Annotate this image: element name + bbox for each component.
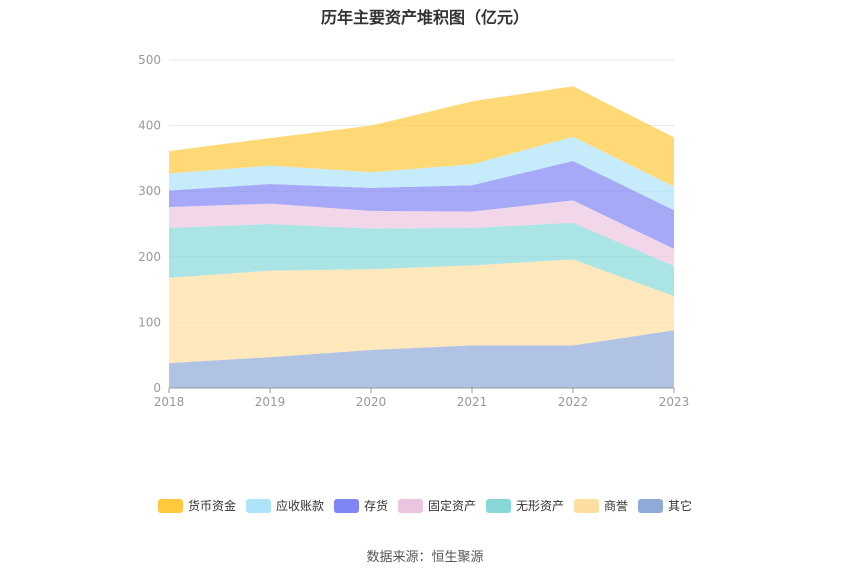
- legend-item-商誉[interactable]: 商誉: [574, 497, 628, 514]
- legend-item-固定资产[interactable]: 固定资产: [397, 497, 476, 514]
- data-source-note: 数据来源：恒生聚源: [366, 550, 484, 565]
- y-tick-label: 500: [138, 53, 161, 67]
- y-tick-label: 200: [138, 250, 161, 264]
- x-tick-label: 2021: [457, 395, 488, 409]
- x-tick-label: 2019: [255, 395, 286, 409]
- x-tick-label: 2018: [154, 395, 185, 409]
- x-tick-label: 2023: [659, 395, 690, 409]
- area-商誉: [169, 259, 674, 364]
- y-tick-label: 300: [138, 184, 161, 198]
- legend-swatch: [333, 498, 359, 513]
- area-应收账款: [169, 136, 674, 211]
- legend-item-其它[interactable]: 其它: [638, 497, 692, 514]
- area-货币资金: [169, 86, 674, 187]
- legend-item-应收账款[interactable]: 应收账款: [245, 497, 324, 514]
- legend: 货币资金 应收账款 存货 固定资产 无形资产 商誉 其它: [0, 497, 850, 514]
- x-tick-label: 2022: [558, 395, 589, 409]
- legend-label: 无形资产: [516, 499, 565, 513]
- x-tick-label: 2020: [356, 395, 387, 409]
- area-series: [169, 86, 674, 388]
- legend-label: 货币资金: [187, 499, 236, 513]
- area-无形资产: [169, 222, 674, 297]
- area-固定资产: [169, 200, 674, 266]
- legend-item-无形资产[interactable]: 无形资产: [486, 497, 564, 514]
- legend-swatch: [638, 498, 664, 513]
- legend-label: 固定资产: [427, 499, 476, 513]
- area-其它: [169, 330, 674, 388]
- y-tick-label: 400: [138, 119, 161, 133]
- legend-swatch: [486, 498, 511, 513]
- y-tick-label: 100: [138, 315, 161, 329]
- legend-label: 商誉: [604, 499, 629, 513]
- area-存货: [169, 161, 674, 249]
- legend-swatch: [397, 498, 423, 513]
- legend-swatch: [574, 498, 600, 513]
- legend-item-货币资金[interactable]: 货币资金: [157, 497, 236, 514]
- legend-label: 其它: [668, 499, 693, 513]
- legend-label: 存货: [363, 499, 388, 513]
- legend-item-存货[interactable]: 存货: [333, 497, 388, 514]
- chart-title: 历年主要资产堆积图（亿元）: [320, 8, 529, 27]
- legend-label: 应收账款: [275, 499, 324, 513]
- axes: 0 100 200 300 400 500 2018 2019 2020 2021 2022 2023: [138, 53, 689, 409]
- legend-swatch: [245, 498, 271, 513]
- y-tick-label: 0: [153, 381, 161, 395]
- legend-swatch: [157, 498, 183, 513]
